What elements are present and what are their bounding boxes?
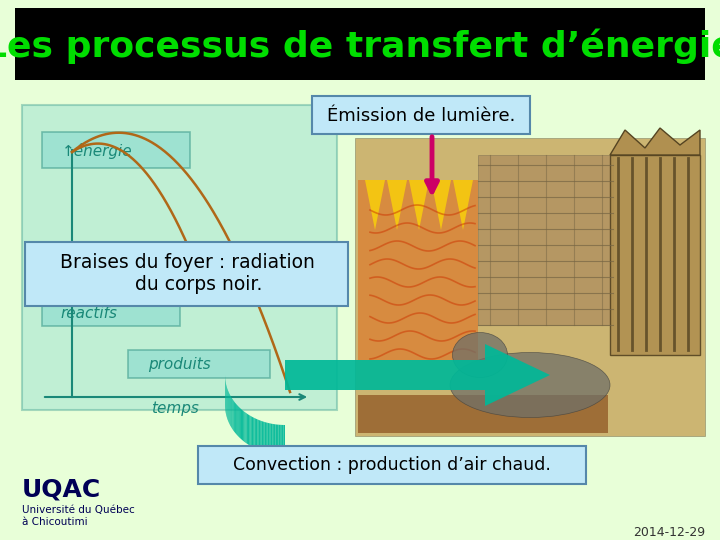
Polygon shape	[242, 410, 243, 441]
Text: Émission de lumière.: Émission de lumière.	[327, 107, 516, 125]
FancyBboxPatch shape	[312, 96, 530, 134]
Text: 2014-12-29: 2014-12-29	[633, 525, 705, 538]
Polygon shape	[246, 413, 247, 443]
Polygon shape	[249, 415, 251, 446]
Text: UQAC: UQAC	[22, 478, 102, 502]
Text: Les processus de transfert d’énergie: Les processus de transfert d’énergie	[0, 28, 720, 64]
Polygon shape	[261, 421, 263, 451]
Polygon shape	[241, 409, 242, 440]
Text: temps: temps	[151, 401, 199, 415]
FancyBboxPatch shape	[25, 242, 348, 306]
FancyBboxPatch shape	[610, 155, 700, 355]
Polygon shape	[274, 424, 276, 454]
Polygon shape	[265, 422, 266, 453]
Polygon shape	[238, 406, 239, 437]
FancyBboxPatch shape	[128, 350, 270, 378]
FancyBboxPatch shape	[355, 138, 705, 436]
Polygon shape	[253, 417, 255, 448]
Polygon shape	[263, 422, 265, 452]
Polygon shape	[266, 422, 268, 453]
Polygon shape	[237, 405, 238, 436]
Polygon shape	[252, 417, 253, 447]
Polygon shape	[431, 180, 451, 230]
Text: produits: produits	[148, 357, 211, 373]
FancyBboxPatch shape	[42, 132, 190, 168]
FancyBboxPatch shape	[22, 105, 337, 410]
Polygon shape	[280, 425, 282, 455]
Polygon shape	[233, 400, 234, 431]
FancyBboxPatch shape	[358, 180, 478, 360]
Text: ↑énergie: ↑énergie	[62, 143, 132, 159]
Polygon shape	[276, 424, 277, 455]
Polygon shape	[610, 128, 700, 155]
Polygon shape	[255, 418, 256, 449]
Polygon shape	[258, 420, 260, 450]
Polygon shape	[257, 420, 258, 450]
FancyBboxPatch shape	[478, 155, 613, 325]
Polygon shape	[240, 408, 241, 439]
Polygon shape	[243, 411, 244, 442]
Polygon shape	[282, 425, 284, 455]
Text: réactifs: réactifs	[60, 306, 117, 321]
Polygon shape	[244, 411, 246, 443]
Polygon shape	[268, 423, 269, 453]
FancyBboxPatch shape	[42, 298, 180, 326]
Polygon shape	[277, 424, 279, 455]
Polygon shape	[247, 414, 248, 444]
Polygon shape	[453, 180, 473, 230]
Polygon shape	[260, 421, 261, 451]
Polygon shape	[279, 425, 280, 455]
Polygon shape	[248, 414, 249, 445]
Text: Convection : production d’air chaud.: Convection : production d’air chaud.	[233, 456, 551, 474]
Polygon shape	[256, 418, 257, 449]
Polygon shape	[272, 424, 274, 454]
Polygon shape	[485, 344, 550, 406]
Polygon shape	[269, 423, 271, 454]
Polygon shape	[365, 180, 385, 230]
Polygon shape	[271, 423, 272, 454]
Polygon shape	[387, 180, 407, 230]
Polygon shape	[239, 407, 240, 438]
Text: du corps noir.: du corps noir.	[112, 275, 263, 294]
Polygon shape	[409, 180, 429, 230]
FancyBboxPatch shape	[285, 360, 485, 390]
Polygon shape	[284, 425, 285, 455]
Polygon shape	[236, 404, 237, 435]
Polygon shape	[235, 403, 236, 434]
Text: à Chicoutimi: à Chicoutimi	[22, 517, 88, 527]
FancyBboxPatch shape	[198, 446, 586, 484]
FancyBboxPatch shape	[15, 8, 705, 80]
FancyBboxPatch shape	[358, 395, 608, 433]
Text: Braises du foyer : radiation: Braises du foyer : radiation	[60, 253, 315, 272]
Text: Université du Québec: Université du Québec	[22, 505, 135, 515]
Polygon shape	[251, 416, 252, 447]
Polygon shape	[234, 402, 235, 433]
Ellipse shape	[450, 353, 610, 417]
Ellipse shape	[452, 333, 508, 377]
Polygon shape	[232, 398, 233, 429]
